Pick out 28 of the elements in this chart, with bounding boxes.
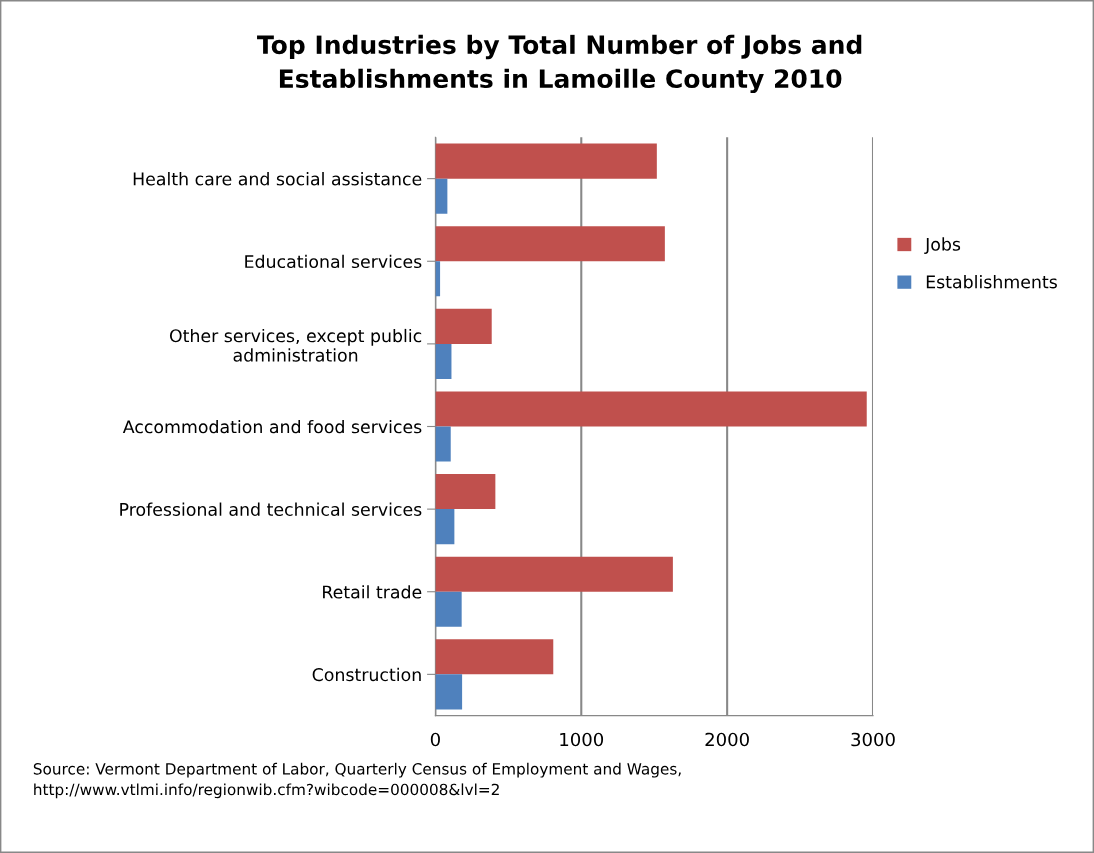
y-tick-label: Educational services	[245, 254, 422, 269]
bar	[435, 391, 867, 427]
bar	[435, 474, 496, 510]
x-tick-label: 0	[430, 732, 440, 747]
x-tick-label: 3000	[851, 732, 895, 747]
y-tick-label: Retail trade	[323, 585, 422, 599]
bar	[435, 674, 463, 710]
y-tick-label: Health care and social assistance	[133, 172, 422, 186]
bar	[435, 178, 448, 214]
bar	[435, 591, 462, 627]
y-tick-label: Accommodation and food services	[122, 419, 422, 434]
bar	[435, 308, 492, 344]
x-tick-label: 2000	[705, 732, 749, 747]
y-tick-label: Professional and technical services	[120, 502, 422, 516]
source-note: Source: Vermont Department of Labor, Quarterly Census of Employment and Wages, http://www.vtlmi.info/regionwib.cfm?wibcode=000008&lvl=2	[33, 762, 681, 799]
bar	[435, 143, 657, 179]
bar	[435, 426, 451, 462]
bar	[435, 226, 665, 262]
x-tick-label: 1000	[560, 732, 604, 747]
bar	[435, 556, 673, 592]
bar	[435, 343, 452, 379]
y-tick-label: Construction	[312, 667, 421, 682]
legend-label: Establishments	[926, 274, 1057, 289]
bar	[435, 639, 554, 675]
chart-title: Top Industries by Total Number of Jobs and Establishments in Lamoille County 2010	[257, 34, 862, 94]
bar	[435, 509, 455, 545]
y-tick-label: Other services, except public administration	[169, 328, 422, 362]
legend-label: Jobs	[924, 237, 961, 255]
